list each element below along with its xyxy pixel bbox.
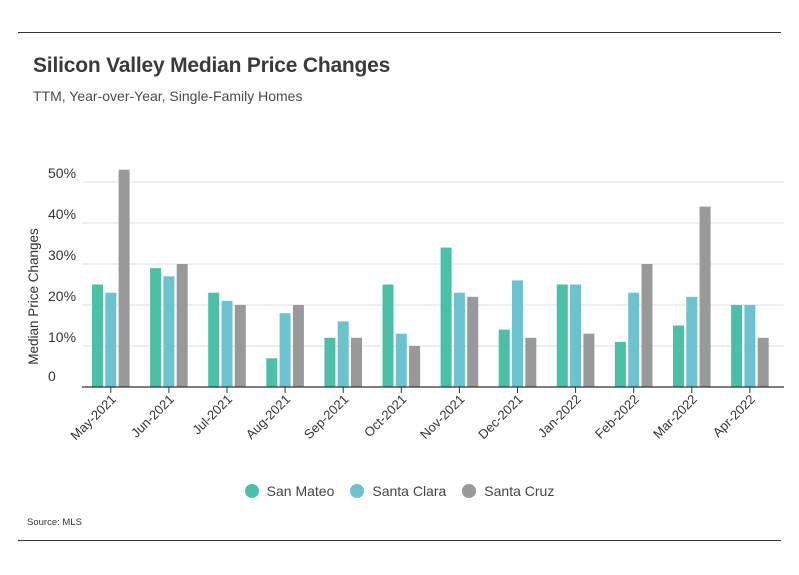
bar-santa-cruz [118, 169, 130, 387]
legend-label: Santa Clara [372, 483, 447, 499]
y-tick-label: 20% [48, 288, 76, 304]
y-tick-label: 30% [48, 247, 76, 263]
x-tick-label: Jun-2021 [128, 392, 177, 441]
bar-san-mateo [266, 358, 278, 387]
legend-label: San Mateo [266, 483, 335, 499]
legend: San Mateo Santa Clara Santa Cruz [0, 483, 799, 499]
bar-santa-clara [221, 300, 233, 387]
legend-item: San Mateo [244, 483, 335, 499]
bar-santa-cruz [234, 305, 246, 387]
x-tick-label: Jan-2022 [535, 392, 584, 441]
x-tick-label: May-2021 [67, 392, 118, 443]
bar-santa-clara [570, 284, 582, 387]
bar-santa-clara [453, 292, 465, 387]
chart-subtitle: TTM, Year-over-Year, Single-Family Homes [33, 88, 303, 104]
x-tick-label: Sep-2021 [301, 392, 351, 442]
bar-san-mateo [324, 337, 336, 387]
bar-san-mateo [440, 247, 452, 387]
bar-santa-cruz [641, 264, 653, 387]
bar-santa-cruz [409, 346, 421, 387]
y-axis-title: Median Price Changes [26, 228, 41, 365]
bar-santa-clara [279, 313, 291, 387]
bar-santa-clara [744, 305, 756, 387]
bar-san-mateo [150, 268, 162, 387]
bar-santa-clara [686, 296, 698, 387]
legend-label: Santa Cruz [484, 483, 555, 499]
legend-item: Santa Clara [350, 483, 446, 499]
x-tick-label: Aug-2021 [243, 392, 293, 442]
bar-san-mateo [556, 284, 568, 387]
bar-santa-clara [105, 292, 117, 387]
bar-santa-cruz [699, 206, 711, 387]
chart-title: Silicon Valley Median Price Changes [33, 54, 391, 77]
bar-santa-clara [395, 333, 407, 387]
bar-san-mateo [673, 325, 684, 387]
legend-swatch [350, 484, 365, 498]
x-tick-label: Nov-2021 [417, 392, 467, 442]
bar-san-mateo [614, 341, 626, 387]
bar-san-mateo [208, 292, 220, 387]
bar-santa-clara [628, 292, 640, 387]
top-rule [18, 32, 781, 33]
bar-santa-cruz [757, 337, 769, 387]
legend-swatch [462, 484, 477, 498]
bar-santa-cruz [583, 333, 595, 387]
bar-santa-cruz [292, 305, 304, 387]
bar-san-mateo [498, 329, 510, 387]
bar-santa-cruz [467, 296, 479, 387]
x-tick-label: Jul-2021 [189, 392, 235, 438]
legend-swatch [244, 484, 259, 498]
bottom-rule [18, 540, 781, 541]
x-tick-label: Apr-2022 [710, 392, 758, 440]
x-tick-label: Dec-2021 [475, 392, 525, 442]
y-tick-label: 10% [48, 329, 76, 345]
y-tick-label: 50% [48, 165, 76, 181]
legend-item: Santa Cruz [462, 483, 554, 499]
bar-san-mateo [731, 305, 743, 387]
bar-santa-cruz [351, 337, 362, 387]
bar-santa-cruz [525, 337, 537, 387]
bar-santa-clara [512, 280, 523, 387]
y-tick-label: 40% [48, 206, 76, 222]
x-tick-label: Mar-2022 [650, 392, 700, 442]
x-tick-label: Oct-2021 [361, 392, 409, 440]
bar-santa-cruz [176, 264, 188, 387]
x-tick-label: Feb-2022 [592, 392, 642, 442]
bar-santa-clara [337, 321, 349, 387]
bar-san-mateo [92, 284, 103, 387]
bar-santa-clara [163, 276, 175, 387]
bar-san-mateo [382, 284, 394, 387]
y-tick-label: 0 [48, 368, 56, 384]
source-note: Source: MLS [27, 517, 82, 528]
